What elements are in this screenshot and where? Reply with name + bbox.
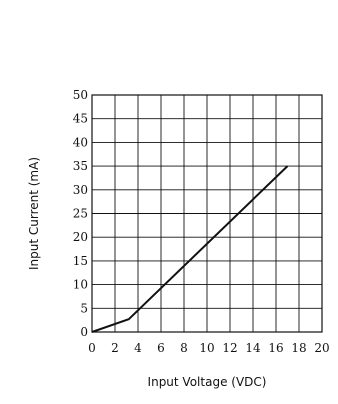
y-tick-label: 5: [80, 301, 88, 315]
x-tick-label: 10: [199, 341, 214, 355]
y-axis-label: Input Current (mA): [27, 157, 41, 270]
series-group: [91, 165, 289, 333]
x-tick-label: 18: [291, 341, 306, 355]
y-tick-label: 40: [73, 135, 88, 149]
x-tick-label: 16: [268, 341, 283, 355]
y-tick-label: 0: [80, 325, 88, 339]
series-line: [91, 165, 289, 333]
x-tick-label: 4: [134, 341, 142, 355]
y-tick-label: 10: [73, 278, 88, 292]
y-tick-label: 25: [73, 207, 88, 221]
y-tick-label: 50: [73, 88, 88, 102]
x-tick-label: 14: [245, 341, 261, 355]
plot-frame: [91, 94, 323, 333]
y-tick-labels: 0 5 10 15 20 25 30 35 40 45 50: [73, 88, 88, 339]
x-tick-label: 2: [111, 341, 119, 355]
x-tick-label: 0: [88, 341, 96, 355]
y-tick-label: 15: [73, 254, 88, 268]
x-tick-labels: 0 2 4 6 8 10 12 14 16 18 20: [88, 341, 329, 355]
y-tick-label: 35: [73, 159, 88, 173]
y-tick-label: 20: [73, 230, 88, 244]
x-tick-label: 8: [180, 341, 188, 355]
x-tick-label: 6: [157, 341, 165, 355]
x-tick-label: 12: [222, 341, 237, 355]
x-axis-label: Input Voltage (VDC): [148, 375, 267, 389]
y-tick-label: 45: [73, 112, 88, 126]
grid: [91, 94, 323, 333]
x-tick-label: 20: [314, 341, 329, 355]
y-tick-label: 30: [73, 183, 88, 197]
